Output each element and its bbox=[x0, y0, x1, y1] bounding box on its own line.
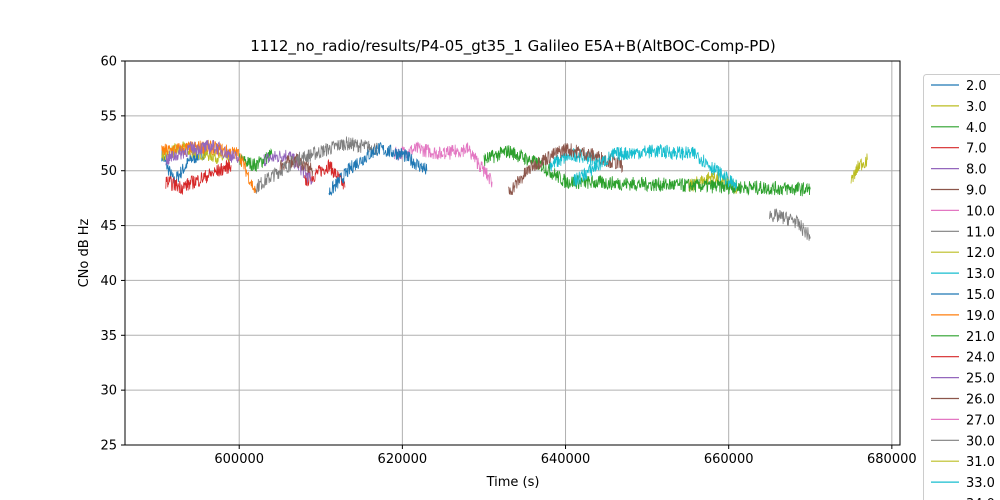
y-tick-label: 55 bbox=[100, 109, 117, 124]
series-line-11.0 bbox=[255, 136, 379, 194]
legend-label: 21.0 bbox=[966, 330, 995, 345]
series-line-25.0 bbox=[165, 140, 240, 166]
legend-label: 15.0 bbox=[966, 288, 995, 303]
legend-label: 7.0 bbox=[966, 142, 987, 157]
series-line-12.0 bbox=[687, 170, 738, 194]
legend-label: 3.0 bbox=[966, 100, 987, 115]
chart-title: 1112_no_radio/results/P4-05_gt35_1 Galil… bbox=[250, 37, 776, 56]
legend-label: 25.0 bbox=[966, 372, 995, 387]
x-tick-label: 660000 bbox=[704, 452, 754, 467]
legend-label: 24.0 bbox=[966, 351, 995, 366]
series-line-30.0 bbox=[769, 207, 811, 241]
x-tick-label: 620000 bbox=[378, 452, 428, 467]
x-tick-label: 680000 bbox=[867, 452, 917, 467]
y-axis-label: CNo dB Hz bbox=[77, 218, 92, 287]
plot-area bbox=[125, 61, 900, 445]
x-tick-label: 640000 bbox=[541, 452, 591, 467]
legend-box bbox=[923, 74, 1000, 500]
y-tick-label: 30 bbox=[100, 384, 117, 399]
legend-label: 26.0 bbox=[966, 393, 995, 408]
series-line-24.0 bbox=[165, 159, 232, 196]
legend-label: 19.0 bbox=[966, 309, 995, 324]
legend-label: 30.0 bbox=[966, 434, 995, 449]
series-line-31.0 bbox=[850, 153, 868, 184]
legend-label: 33.0 bbox=[966, 476, 995, 491]
legend-label: 9.0 bbox=[966, 184, 987, 199]
legend-label: 31.0 bbox=[966, 455, 995, 470]
plot-frame bbox=[124, 60, 901, 446]
y-tick-label: 60 bbox=[100, 55, 117, 70]
legend-label: 11.0 bbox=[966, 225, 995, 240]
x-axis-label: Time (s) bbox=[486, 475, 540, 490]
series-line-15.0 bbox=[328, 142, 428, 197]
legend-label-cut-off: 34.0 bbox=[966, 497, 995, 500]
y-tick-label: 25 bbox=[100, 439, 117, 454]
legend-label: 27.0 bbox=[966, 413, 995, 428]
series-line-27.0 bbox=[442, 142, 493, 188]
y-tick-label: 40 bbox=[100, 274, 117, 289]
y-tick-label: 45 bbox=[100, 219, 117, 234]
legend-label: 12.0 bbox=[966, 246, 995, 261]
y-tick-label: 50 bbox=[100, 164, 117, 179]
series-line-33.0 bbox=[573, 144, 738, 191]
legend-label: 4.0 bbox=[966, 121, 987, 136]
series-line-2.0 bbox=[161, 145, 207, 186]
legend-label: 10.0 bbox=[966, 204, 995, 219]
y-tick-label: 35 bbox=[100, 329, 117, 344]
legend-label: 8.0 bbox=[966, 163, 987, 178]
legend-label: 2.0 bbox=[966, 79, 987, 94]
legend-label: 13.0 bbox=[966, 267, 995, 282]
x-tick-label: 600000 bbox=[214, 452, 264, 467]
series-line-21.0 bbox=[483, 145, 811, 197]
series-line-10.0 bbox=[393, 141, 444, 161]
